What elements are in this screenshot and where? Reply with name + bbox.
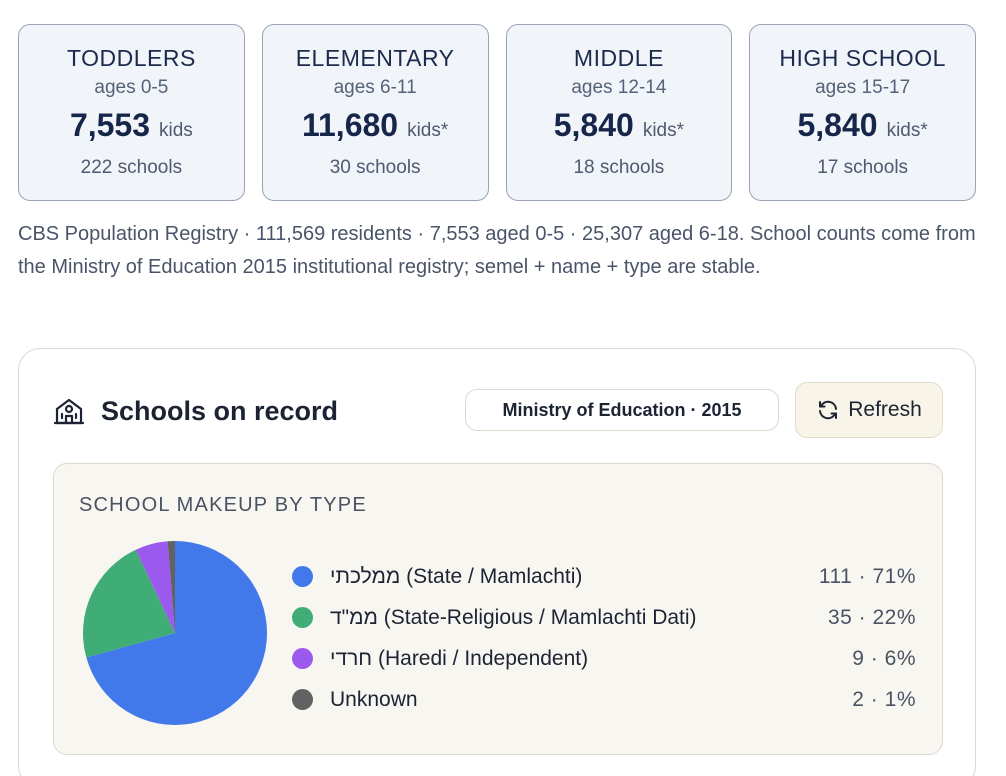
stat-label: TODDLERS <box>66 45 196 71</box>
stat-card-high-school: HIGH SCHOOL ages 15-17 5,840 kids* 17 sc… <box>749 24 976 201</box>
stat-label: ELEMENTARY <box>295 45 455 71</box>
pie-legend: ממלכתי (State / Mamlachti) 111 · 71% ממ"ד … <box>292 556 916 720</box>
stat-unit: kids <box>159 120 193 141</box>
legend-label: Unknown <box>330 687 418 711</box>
stat-schools: 17 schools <box>817 157 909 178</box>
panel-title: Schools on record <box>101 396 339 426</box>
school-makeup-card: SCHOOL MAKEUP BY TYPE ממלכתי (State / Ma… <box>53 463 943 755</box>
stat-unit: kids* <box>642 120 684 141</box>
stat-unit: kids* <box>407 120 449 141</box>
legend-label: ממ"ד (State-Religious / Mamlachti Dati) <box>330 605 697 629</box>
refresh-label: Refresh <box>848 398 922 421</box>
legend-swatch <box>292 648 313 669</box>
legend-value: 9 · 6% <box>852 646 916 670</box>
legend-value: 111 · 71% <box>818 564 916 588</box>
stat-card-middle: MIDDLE ages 12-14 5,840 kids* 18 schools <box>505 24 733 201</box>
stat-label: MIDDLE <box>573 45 664 71</box>
legend-swatch <box>292 689 313 710</box>
legend-row: Unknown 2 · 1% <box>292 679 916 720</box>
pie-slice-2 <box>135 541 175 633</box>
pie-slice-1 <box>83 549 175 658</box>
stat-count: 5,840 kids* <box>554 106 684 150</box>
stat-count: 5,840 kids* <box>797 106 927 150</box>
stat-count: 7,553 kids <box>70 106 193 150</box>
stat-number: 11,680 <box>301 107 399 143</box>
age-stats-row: TODDLERS ages 0-5 7,553 kids 222 schools… <box>18 24 976 201</box>
legend-row: ממלכתי (State / Mamlachti) 111 · 71% <box>292 556 916 597</box>
pie-slice-3 <box>167 541 175 633</box>
legend-row: חרדי (Haredi / Independent) 9 · 6% <box>292 638 916 679</box>
stat-count: 11,680 kids* <box>302 106 448 150</box>
school-type-pie-chart <box>83 541 267 725</box>
legend-swatch <box>292 566 313 587</box>
source-note: CBS Population Registry · 111,569 reside… <box>18 223 976 278</box>
source-badge: Ministry of Education · 2015 <box>465 389 779 431</box>
refresh-button[interactable]: Refresh <box>795 382 943 438</box>
stat-unit: kids* <box>886 120 928 141</box>
refresh-icon <box>819 400 838 420</box>
stat-schools: 222 schools <box>80 157 183 178</box>
makeup-title: SCHOOL MAKEUP BY TYPE <box>79 494 367 516</box>
pie-slice-0 <box>86 541 267 725</box>
legend-swatch <box>292 607 313 628</box>
legend-label: חרדי (Haredi / Independent) <box>330 646 589 670</box>
stat-card-elementary: ELEMENTARY ages 6-11 11,680 kids* 30 sch… <box>261 24 489 201</box>
legend-value: 2 · 1% <box>852 687 916 711</box>
legend-row: ממ"ד (State-Religious / Mamlachti Dati) 3… <box>292 597 916 638</box>
stat-ages: ages 15-17 <box>815 77 911 98</box>
school-building-icon <box>53 398 85 425</box>
stat-ages: ages 12-14 <box>571 77 667 98</box>
stat-ages: ages 6-11 <box>333 77 417 98</box>
stat-label: HIGH SCHOOL <box>779 45 946 71</box>
stat-schools: 30 schools <box>329 157 421 178</box>
stat-number: 7,553 <box>69 107 151 143</box>
stat-number: 5,840 <box>797 107 878 143</box>
stat-ages: ages 0-5 <box>94 77 169 98</box>
stat-card-toddlers: TODDLERS ages 0-5 7,553 kids 222 schools <box>18 24 245 201</box>
stat-number: 5,840 <box>553 107 634 143</box>
stat-schools: 18 schools <box>573 157 665 178</box>
schools-panel: Schools on record Ministry of Education … <box>18 348 976 776</box>
legend-value: 35 · 22% <box>827 605 916 629</box>
legend-label: ממלכתי (State / Mamlachti) <box>330 564 583 588</box>
